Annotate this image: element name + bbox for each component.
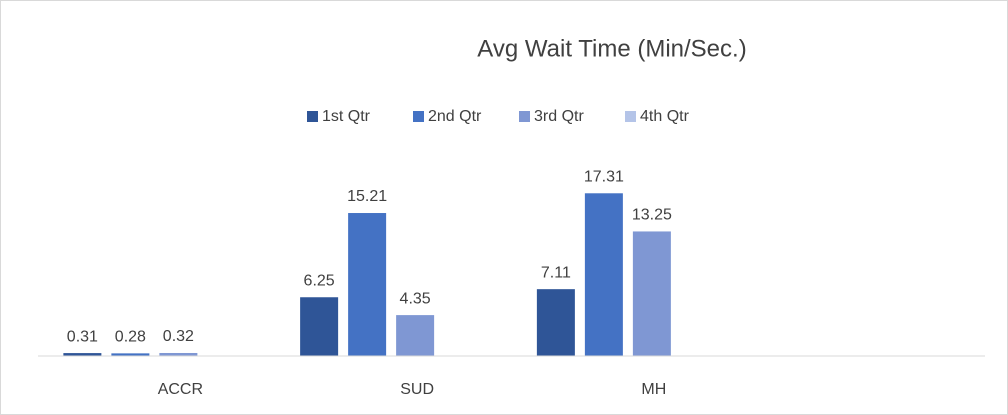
bar bbox=[348, 213, 387, 356]
legend-swatch bbox=[625, 111, 636, 122]
bar bbox=[396, 315, 435, 356]
x-tick-label: MH bbox=[641, 381, 666, 398]
legend-label: 1st Qtr bbox=[322, 108, 371, 125]
data-label: 0.32 bbox=[163, 328, 194, 345]
legend-label: 2nd Qtr bbox=[428, 108, 482, 125]
data-label: 4.35 bbox=[400, 290, 431, 307]
data-label: 7.11 bbox=[541, 264, 571, 281]
x-tick-label: SUD bbox=[400, 381, 434, 398]
chart-title: Avg Wait Time (Min/Sec.) bbox=[477, 35, 746, 62]
bar bbox=[584, 193, 623, 356]
legend-swatch bbox=[519, 111, 530, 122]
legend-label: 3rd Qtr bbox=[534, 108, 584, 125]
data-label: 0.28 bbox=[115, 329, 146, 346]
bar bbox=[63, 353, 102, 356]
data-label: 17.31 bbox=[584, 169, 624, 186]
data-label: 0.31 bbox=[67, 328, 98, 345]
bar bbox=[111, 353, 150, 356]
bar bbox=[632, 231, 671, 356]
data-label: 13.25 bbox=[632, 207, 672, 224]
legend-swatch bbox=[307, 111, 318, 122]
bar bbox=[536, 289, 575, 356]
data-label: 15.21 bbox=[347, 188, 387, 205]
x-tick-label: ACCR bbox=[158, 381, 203, 398]
data-label: 6.25 bbox=[304, 272, 335, 289]
bar bbox=[159, 352, 198, 356]
legend-label: 4th Qtr bbox=[640, 108, 690, 125]
legend-swatch bbox=[413, 111, 424, 122]
bar bbox=[300, 297, 339, 356]
